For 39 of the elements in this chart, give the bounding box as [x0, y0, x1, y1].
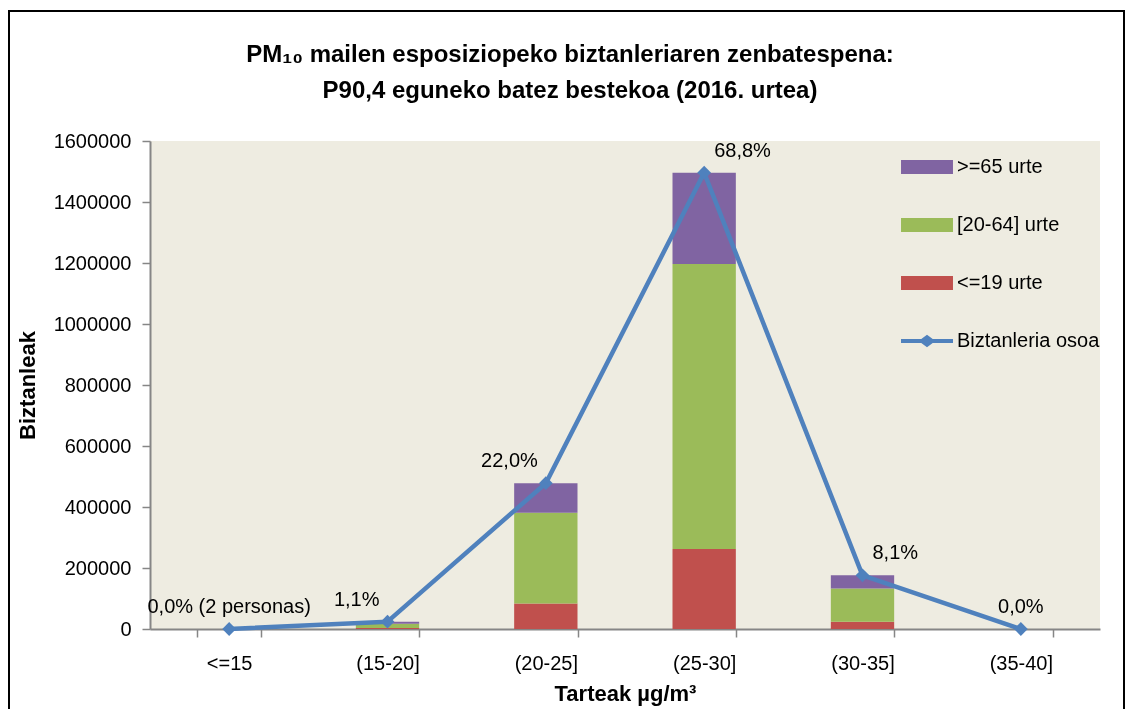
bar: [514, 512, 578, 604]
legend-label: >=65 urte: [957, 155, 1043, 177]
x-tick-label: (15-20]: [356, 651, 420, 674]
point: [855, 568, 870, 583]
annotation: 1,1%: [333, 587, 380, 610]
legend-label: Biztanleria osoa: [957, 329, 1101, 351]
bar: [672, 263, 736, 550]
x-tick-label: (25-30]: [672, 651, 737, 674]
point: [380, 614, 395, 629]
annotation: 68,8%: [714, 138, 772, 161]
x-tick-label: <=15: [206, 651, 253, 674]
y-tick-label: 600000: [64, 434, 132, 457]
y-tick-label: 1600000: [53, 129, 132, 152]
annotation: 22,0%: [481, 449, 539, 472]
x-axis-title: Tarteak µg/m³: [554, 680, 697, 706]
point: [697, 165, 712, 180]
bar: [830, 588, 895, 622]
x-tick-label: (30-35]: [831, 651, 895, 674]
y-tick-label: 1200000: [53, 251, 132, 274]
y-tick-label: 400000: [64, 495, 132, 518]
y-tick-label: 1400000: [53, 190, 132, 213]
bar: [830, 621, 895, 629]
y-tick-label: 0: [120, 617, 132, 640]
chart-title: PM₁₀ mailen esposiziopeko biztanleriaren zenbatespena: P90,4 eguneko batez bestekoa (2016. urtea): [246, 40, 894, 103]
annotation: 8,1%: [872, 541, 919, 564]
annotation: 0,0%: [998, 595, 1044, 617]
point: [1013, 622, 1028, 636]
y-tick-label: 800000: [64, 373, 132, 396]
bar: [514, 603, 578, 629]
point: [538, 476, 553, 491]
legend-label: [20-64] urte: [957, 213, 1060, 235]
y-axis-title: Biztanleak: [14, 330, 40, 440]
y-tick-label: 1000000: [53, 312, 132, 335]
legend-label: <=19 urte: [957, 271, 1043, 293]
y-tick-label: 200000: [64, 556, 132, 579]
bar: [672, 549, 736, 629]
x-tick-label: (20-25]: [514, 651, 579, 674]
x-tick-label: (35-40]: [989, 651, 1054, 674]
annotation: 0,0% (2 personas): [147, 595, 311, 617]
